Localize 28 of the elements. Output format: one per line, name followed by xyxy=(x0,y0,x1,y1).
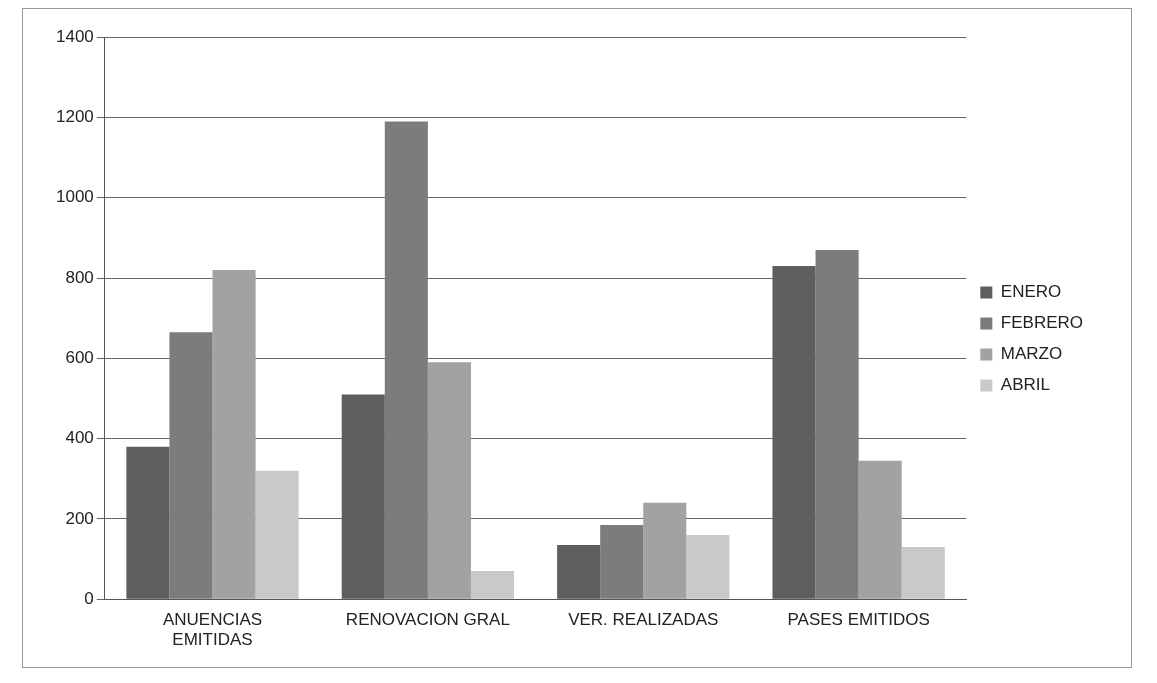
bar xyxy=(815,249,859,599)
legend-label: FEBRERO xyxy=(1000,313,1084,333)
x-tick-label: RENOVACION GRAL xyxy=(345,610,510,630)
bar xyxy=(858,460,902,599)
y-tick-label: 1000 xyxy=(55,187,94,207)
legend-label: ABRIL xyxy=(1000,375,1050,395)
y-tick-label: 400 xyxy=(65,428,94,448)
bar xyxy=(169,332,213,599)
x-tick-label: VER. REALIZADAS xyxy=(568,610,719,630)
y-tick-label: 0 xyxy=(84,588,94,608)
y-tick-label: 1200 xyxy=(55,107,94,127)
bar xyxy=(384,121,428,599)
bar xyxy=(470,571,515,599)
bar xyxy=(643,502,687,599)
legend-label: MARZO xyxy=(1000,344,1063,364)
y-tick-label: 800 xyxy=(65,267,94,287)
bar xyxy=(255,470,299,599)
x-tick-label: ANUENCIAS EMITIDAS xyxy=(162,610,263,650)
x-tick-label: PASES EMITIDOS xyxy=(787,610,930,630)
bar xyxy=(686,534,730,599)
y-tick-label: 600 xyxy=(65,348,94,368)
y-tick-label: 200 xyxy=(65,508,94,528)
bar xyxy=(427,362,471,599)
legend-label: ENERO xyxy=(1000,282,1062,302)
bar xyxy=(212,270,256,599)
bar xyxy=(600,524,644,599)
bar xyxy=(901,547,945,599)
y-tick-label: 1400 xyxy=(55,26,94,46)
